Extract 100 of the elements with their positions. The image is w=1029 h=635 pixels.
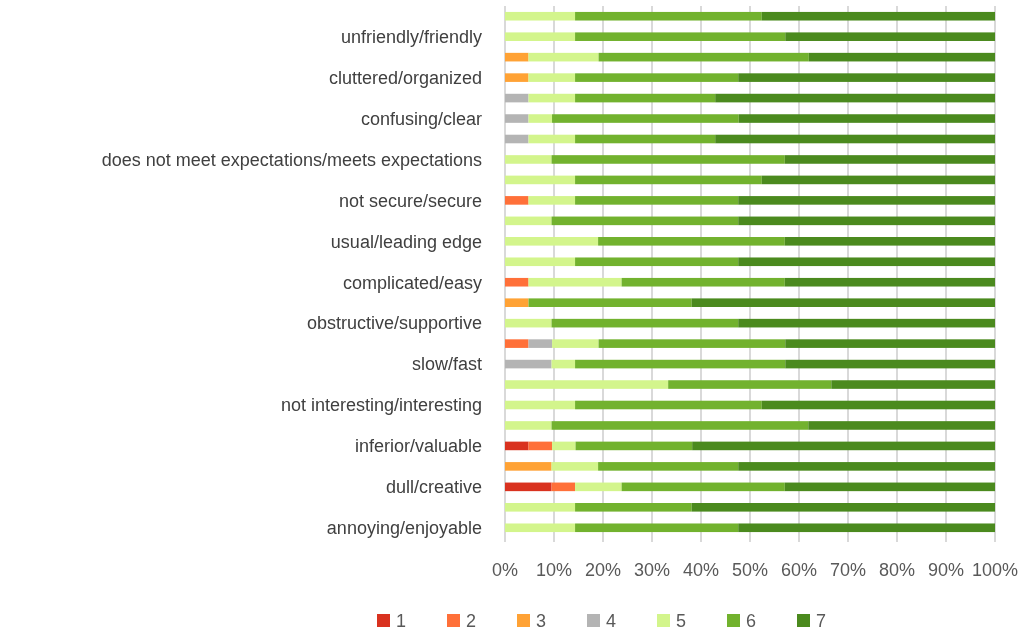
- bar: [551, 318, 739, 328]
- x-tick-label: 20%: [584, 560, 622, 580]
- bar: [505, 462, 552, 471]
- bar: [738, 523, 995, 533]
- bar: [551, 421, 809, 430]
- bar: [738, 216, 995, 226]
- bar: [528, 196, 576, 205]
- bar: [505, 134, 529, 144]
- bar: [575, 523, 739, 533]
- bar: [785, 339, 995, 348]
- bar: [552, 441, 576, 451]
- bar: [528, 73, 576, 82]
- y-tick-label: does not meet expectations/meets expectations: [101, 149, 482, 170]
- bar: [691, 503, 995, 512]
- bar: [691, 298, 995, 307]
- bar: [575, 400, 762, 410]
- bar: [598, 339, 786, 348]
- bar: [575, 482, 622, 492]
- bar: [528, 339, 553, 348]
- bar: [784, 482, 995, 492]
- bar: [505, 216, 552, 226]
- bar: [505, 114, 529, 123]
- x-tick-label: 50%: [731, 560, 769, 580]
- bar: [551, 482, 576, 492]
- bar: [575, 93, 716, 103]
- bar: [505, 257, 576, 267]
- bar: [761, 400, 995, 410]
- y-tick-label: unfriendly/friendly: [340, 26, 482, 47]
- x-tick-label: 70%: [829, 560, 867, 580]
- bar: [784, 237, 995, 246]
- bar: [505, 237, 599, 246]
- x-tick-label: 100%: [971, 560, 1019, 580]
- x-tick-label: 30%: [633, 560, 671, 580]
- bar: [715, 93, 995, 103]
- bar: [761, 175, 995, 185]
- bar: [715, 134, 995, 144]
- bar: [738, 257, 995, 267]
- bar: [761, 11, 995, 21]
- bar: [621, 482, 785, 492]
- legend-label: 4: [606, 611, 617, 631]
- y-tick-label: complicated/easy: [342, 272, 482, 293]
- bar: [784, 277, 995, 287]
- bar: [575, 441, 693, 451]
- bar: [552, 114, 739, 123]
- bar: [505, 32, 576, 41]
- bar: [528, 134, 576, 144]
- bar: [505, 11, 576, 21]
- bar: [505, 196, 529, 205]
- bar: [528, 93, 576, 103]
- y-tick-label: not interesting/interesting: [280, 395, 482, 416]
- x-tick-label: 90%: [927, 560, 965, 580]
- y-tick-label: confusing/clear: [360, 108, 482, 129]
- bar: [505, 482, 552, 492]
- bar: [575, 257, 739, 267]
- bar: [575, 11, 762, 21]
- bar: [575, 134, 716, 144]
- bar: [575, 32, 786, 41]
- bar: [575, 503, 692, 512]
- bar: [505, 380, 669, 389]
- bar: [668, 380, 832, 389]
- bar: [551, 462, 599, 471]
- bar: [528, 298, 692, 307]
- bar: [505, 359, 552, 369]
- bar: [505, 339, 529, 348]
- bar: [505, 441, 529, 451]
- bar: [738, 73, 995, 82]
- bar: [528, 441, 553, 451]
- bar: [528, 52, 599, 62]
- bar: [738, 114, 995, 123]
- y-tick-label: inferior/valuable: [354, 436, 482, 457]
- bar: [831, 380, 995, 389]
- y-tick-label: annoying/enjoyable: [326, 518, 482, 539]
- y-tick-label: obstructive/supportive: [306, 313, 482, 334]
- x-tick-label: 60%: [780, 560, 818, 580]
- bar: [575, 359, 786, 369]
- x-tick-label: 80%: [878, 560, 916, 580]
- bar: [785, 359, 995, 369]
- x-tick-label: 40%: [682, 560, 720, 580]
- bar: [598, 462, 739, 471]
- bar: [738, 318, 995, 328]
- bar: [785, 32, 995, 41]
- bar: [738, 196, 995, 205]
- bar: [598, 237, 785, 246]
- legend-label: 2: [466, 611, 477, 631]
- bar: [505, 298, 529, 307]
- y-tick-label: cluttered/organized: [328, 67, 482, 88]
- bar: [575, 73, 739, 82]
- bar: [551, 216, 739, 226]
- bar: [551, 155, 785, 164]
- bar: [528, 277, 622, 287]
- bar: [575, 196, 739, 205]
- bar: [692, 441, 995, 451]
- y-tick-label: dull/creative: [385, 477, 482, 498]
- bar: [598, 52, 809, 62]
- bar: [505, 318, 552, 328]
- legend-label: 3: [536, 611, 547, 631]
- bar: [551, 359, 576, 369]
- bar: [505, 73, 529, 82]
- bar: [528, 114, 553, 123]
- x-tick-label: 0%: [491, 560, 519, 580]
